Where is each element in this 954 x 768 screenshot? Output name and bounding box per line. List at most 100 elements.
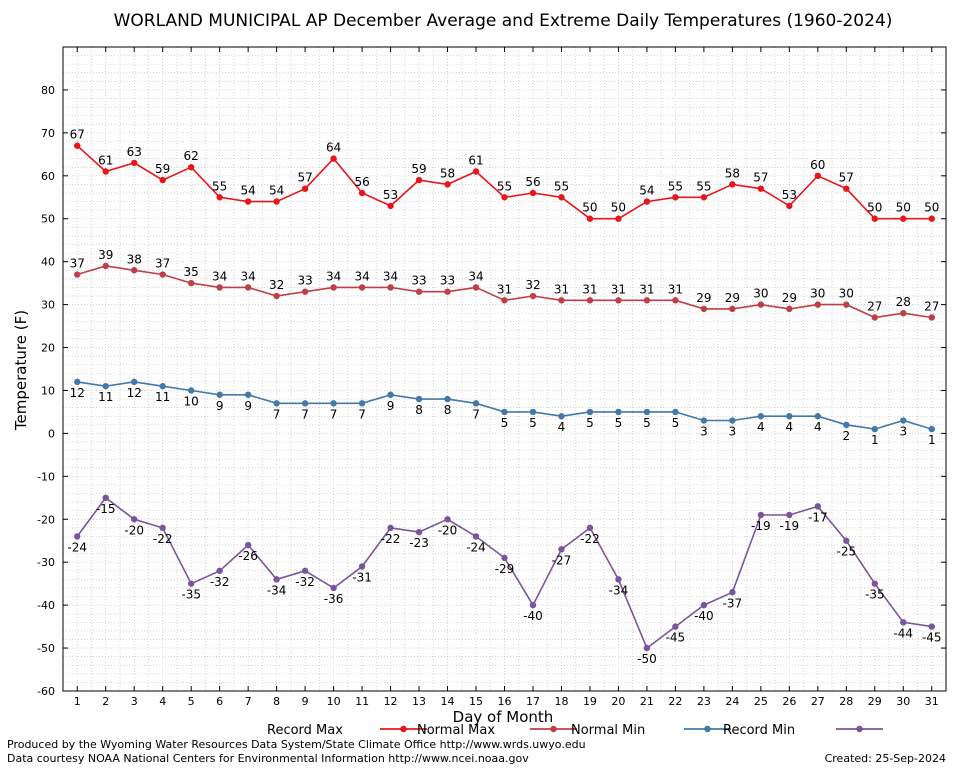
legend-marker-record-max	[400, 725, 407, 733]
record-min-data-label: -37	[723, 596, 743, 610]
normal-max-point	[786, 305, 793, 313]
record-min-point	[216, 567, 223, 574]
x-tick-label: 23	[697, 695, 711, 708]
legend-label-record-max: Record Max	[267, 723, 343, 738]
normal-max-point	[330, 284, 337, 291]
record-max-data-label: 54	[639, 184, 654, 198]
normal-min-data-label: 1	[871, 433, 879, 447]
normal-max-data-label: 27	[924, 299, 939, 313]
x-tick-label: 15	[469, 695, 483, 708]
record-max-data-label: 55	[497, 179, 512, 193]
x-tick-label: 1	[74, 695, 81, 708]
y-tick-label: -30	[37, 556, 55, 569]
normal-max-data-label: 27	[867, 299, 882, 313]
normal-min-point	[159, 382, 166, 390]
record-max-point	[415, 176, 423, 184]
normal-max-point	[501, 297, 508, 304]
record-max-point	[273, 198, 280, 205]
normal-min-data-label: 9	[244, 399, 252, 413]
record-max-point	[501, 194, 508, 201]
record-max-point	[387, 202, 394, 210]
x-tick-label: 7	[245, 695, 252, 708]
record-min-data-label: -35	[865, 588, 885, 602]
record-min-data-label: -15	[96, 502, 116, 516]
record-min-point	[501, 554, 508, 562]
normal-min-point	[501, 408, 508, 416]
normal-min-point	[387, 391, 394, 398]
normal-min-point	[472, 400, 480, 407]
record-min-data-label: -35	[181, 588, 201, 602]
normal-min-data-label: 4	[814, 420, 822, 434]
x-tick-label: 6	[216, 695, 223, 708]
record-min-point	[757, 511, 765, 519]
normal-max-data-label: 34	[354, 269, 369, 283]
normal-min-data-label: 7	[301, 407, 309, 421]
record-max-data-label: 54	[241, 184, 256, 198]
x-tick-label: 16	[498, 695, 512, 708]
record-min-data-label: -24	[466, 540, 486, 554]
record-min-point	[786, 511, 793, 519]
record-max-point	[900, 215, 907, 222]
record-max-data-label: 61	[98, 154, 113, 168]
normal-max-data-label: 28	[896, 295, 911, 309]
normal-max-data-label: 29	[696, 291, 711, 305]
normal-max-point	[700, 305, 708, 313]
record-min-data-label: -23	[409, 536, 429, 550]
record-min-point	[586, 524, 594, 532]
normal-max-data-label: 34	[241, 269, 256, 283]
record-max-data-label: 50	[924, 201, 939, 215]
normal-min-data-label: 5	[586, 416, 594, 430]
record-min-data-label: -40	[523, 609, 543, 623]
record-min-point	[672, 623, 679, 630]
legend-marker-normal-min	[704, 725, 711, 733]
record-max-point	[729, 181, 736, 188]
normal-max-data-label: 34	[383, 269, 398, 283]
normal-max-point	[928, 314, 935, 321]
x-tick-label: 22	[668, 695, 682, 708]
record-min-point	[729, 589, 736, 596]
x-tick-label: 9	[302, 695, 309, 708]
normal-min-data-label: 11	[155, 390, 170, 404]
normal-max-data-label: 31	[582, 282, 597, 296]
record-max-point	[814, 172, 822, 179]
record-min-point	[358, 563, 366, 570]
record-max-point	[672, 194, 679, 201]
record-min-point	[843, 537, 850, 544]
record-max-data-label: 58	[440, 166, 455, 180]
record-max-point	[643, 198, 651, 205]
normal-min-data-label: 8	[444, 403, 452, 417]
record-min-point	[643, 644, 651, 652]
normal-min-data-label: 7	[358, 407, 366, 421]
normal-min-point	[786, 413, 793, 420]
normal-min-point	[216, 391, 223, 398]
y-tick-label: 30	[41, 299, 55, 312]
legend: Record Max Normal Max Normal Min Record Min	[267, 723, 883, 738]
record-max-data-label: 56	[525, 175, 540, 189]
normal-max-point	[74, 271, 81, 278]
record-min-data-label: -29	[495, 562, 515, 576]
record-max-point	[244, 198, 252, 205]
normal-min-point	[558, 413, 565, 420]
record-min-data-label: -36	[324, 592, 344, 606]
normal-min-point	[843, 421, 850, 429]
normal-max-point	[814, 301, 822, 308]
x-tick-label: 2	[102, 695, 109, 708]
normal-min-data-label: 10	[184, 394, 199, 408]
x-tick-label: 28	[839, 695, 853, 708]
normal-max-data-label: 32	[525, 278, 540, 292]
record-max-point	[615, 215, 622, 222]
normal-min-data-label: 7	[330, 407, 338, 421]
normal-min-point	[672, 408, 679, 416]
y-tick-label: -60	[37, 685, 55, 698]
normal-max-data-label: 34	[468, 269, 483, 283]
normal-max-point	[529, 292, 537, 300]
normal-min-data-label: 8	[415, 403, 423, 417]
record-max-data-label: 59	[411, 162, 426, 176]
x-tick-label: 11	[355, 695, 369, 708]
normal-max-point	[102, 262, 109, 270]
normal-max-point	[672, 297, 679, 304]
record-max-point	[700, 194, 708, 201]
record-min-data-label: -22	[153, 532, 173, 546]
record-max-data-label: 50	[611, 201, 626, 215]
legend-label-normal-max: Normal Max	[417, 723, 495, 738]
